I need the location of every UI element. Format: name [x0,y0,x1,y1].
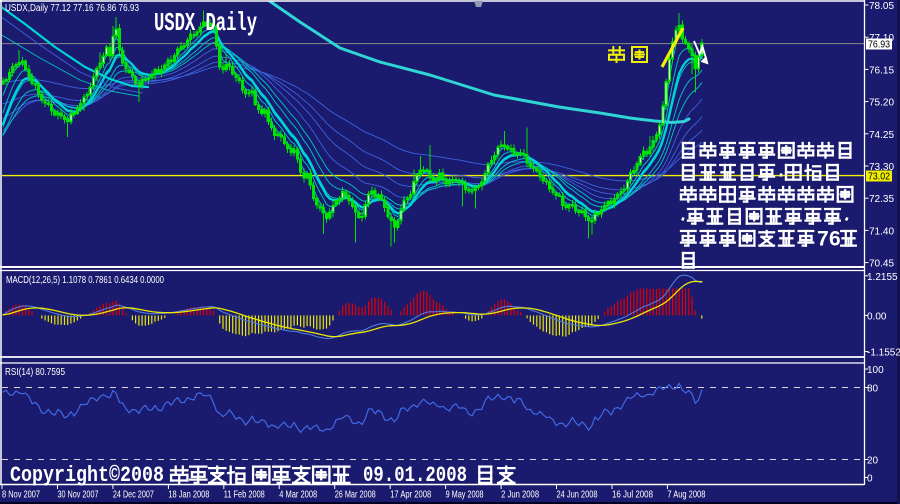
svg-text:100: 100 [867,365,884,376]
svg-text:18 Jan 2008: 18 Jan 2008 [168,490,209,501]
svg-text:Copyright©2008: Copyright©2008 [10,463,164,488]
svg-text:73.02: 73.02 [868,172,890,183]
svg-text:0.00: 0.00 [867,311,887,322]
svg-text:09.01.2008: 09.01.2008 [363,463,467,488]
svg-text:2 Jun 2008: 2 Jun 2008 [501,490,539,501]
svg-text:0: 0 [867,474,873,485]
svg-text:7: 7 [817,228,829,251]
svg-text:30 Nov 2007: 30 Nov 2007 [58,490,99,501]
svg-text:78.05: 78.05 [869,1,894,12]
svg-text:4 Mar 2008: 4 Mar 2008 [279,490,317,501]
svg-text:71.40: 71.40 [869,226,894,237]
svg-text:USDX,Daily 77.12 77.16 76.86: USDX,Daily 77.12 77.16 76.86 76.93 [5,2,139,14]
svg-text:16 Jul 2008: 16 Jul 2008 [612,490,653,501]
svg-text:73.30: 73.30 [869,162,894,173]
svg-text:-1.1552: -1.1552 [867,348,900,359]
svg-text:75.20: 75.20 [869,98,894,109]
svg-text:8 Nov 2007: 8 Nov 2007 [2,490,40,501]
svg-text:26 Mar 2008: 26 Mar 2008 [335,490,376,501]
svg-text:76.15: 76.15 [869,65,894,76]
svg-text:6: 6 [829,228,841,251]
svg-text:80: 80 [867,384,879,395]
svg-text:MACD(12,26,5) 1.1078 0.7861 0.: MACD(12,26,5) 1.1078 0.7861 0.6434 0.000… [6,274,164,286]
svg-text:USDX Daily: USDX Daily [154,8,257,38]
svg-text:24 Jun 2008: 24 Jun 2008 [557,490,598,501]
svg-text:20: 20 [867,456,879,467]
svg-text:11 Feb 2008: 11 Feb 2008 [224,490,265,501]
svg-text:76.93: 76.93 [868,40,890,51]
svg-text:70.45: 70.45 [869,259,894,270]
svg-text:9 May 2008: 9 May 2008 [446,490,484,501]
svg-text:24 Dec 2007: 24 Dec 2007 [113,490,154,501]
svg-text:7 Aug 2008: 7 Aug 2008 [667,490,705,501]
svg-text:74.25: 74.25 [869,130,894,141]
svg-text:1.2155: 1.2155 [867,272,898,283]
svg-text:RSI(14) 80.7595: RSI(14) 80.7595 [5,366,65,378]
svg-text:17 Apr 2008: 17 Apr 2008 [390,490,431,501]
svg-text:72.35: 72.35 [869,194,894,205]
